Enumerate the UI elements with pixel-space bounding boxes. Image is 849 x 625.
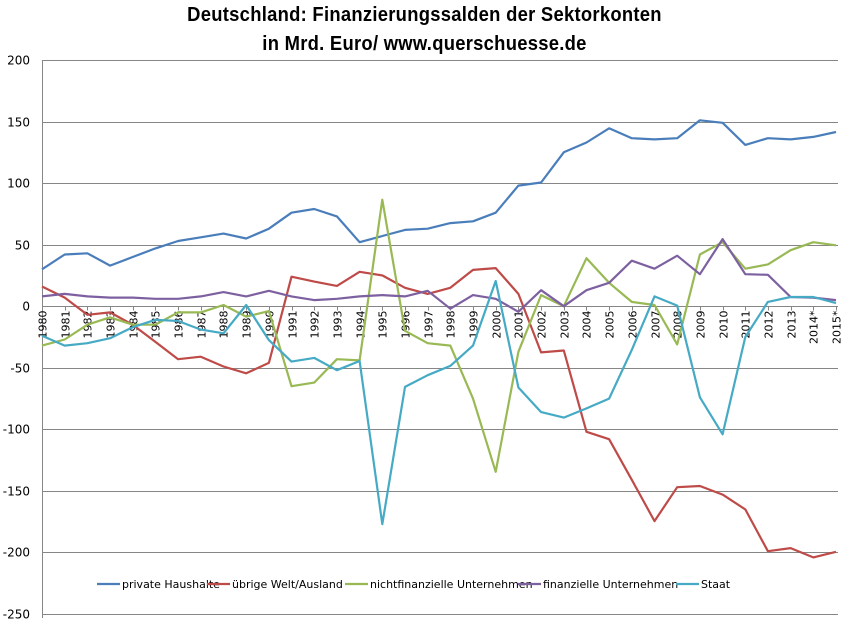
x-tick-label: 1986 [173, 311, 186, 339]
x-tick-label: 2005 [604, 311, 617, 339]
x-tick-label: 1997 [423, 311, 436, 339]
y-tick-label: -200 [3, 546, 30, 560]
legend-item: Staat [676, 578, 731, 591]
legend: private Haushalte übrige Welt/Ausland nich… [97, 578, 731, 591]
x-tick-label: 2012 [763, 311, 776, 339]
chart-subtitle: in Mrd. Euro/ www.querschuesse.de [262, 33, 587, 55]
legend-label: Staat [701, 578, 731, 591]
x-tick-label: 2000 [491, 311, 504, 339]
y-axis: 200 150 100 50 0 -50 -100 -150 -200 -250 [3, 54, 43, 622]
x-tick-label: 2006 [627, 311, 640, 339]
x-tick-label: 2009 [695, 311, 708, 339]
x-tick-label: 2014* [808, 310, 821, 344]
y-tick-label: 50 [15, 239, 30, 253]
series-line-0 [41, 119, 837, 271]
legend-label: übrige Welt/Ausland [232, 578, 343, 591]
legend-label: finanzielle Unternehmen [543, 578, 678, 591]
x-tick-label: 2007 [650, 311, 663, 339]
x-tick-label: 2002 [536, 311, 549, 339]
x-tick-label: 2001 [513, 311, 526, 339]
x-tick-label: 1981 [60, 311, 73, 339]
x-tick-label: 1999 [468, 311, 481, 339]
y-tick-label: -100 [3, 423, 30, 437]
x-tick-label: 1995 [377, 311, 390, 339]
legend-item: finanzielle Unternehmen [518, 578, 678, 591]
y-tick-label: -250 [3, 608, 30, 622]
series-line-4 [41, 279, 837, 526]
x-tick-label: 1991 [287, 311, 300, 339]
x-tick-label: 2013 [786, 311, 799, 339]
series-line-2 [41, 198, 837, 473]
x-tick-label: 1998 [445, 311, 458, 339]
y-tick-label: 150 [7, 116, 30, 130]
x-tick-label: 1990 [264, 311, 277, 339]
legend-label: nichtfinanzielle Unternehmen [370, 578, 533, 591]
x-tick-label: 1980 [37, 311, 50, 339]
x-tick-label: 1992 [309, 311, 322, 339]
legend-label: private Haushalte [122, 578, 220, 591]
x-tick-label: 1987 [196, 311, 209, 339]
x-tick-label: 1993 [332, 311, 345, 339]
y-tick-label: 100 [7, 177, 30, 191]
y-tick-label: -150 [3, 485, 30, 499]
series-line-3 [41, 238, 837, 313]
y-tick-label: 0 [22, 300, 30, 314]
gridlines [42, 60, 838, 615]
x-tick-label: 1989 [241, 311, 254, 339]
series-lines [41, 119, 837, 559]
x-tick-label: 1988 [218, 311, 231, 339]
chart-title: Deutschland: Finanzierungssalden der Sek… [187, 4, 662, 26]
legend-item: private Haushalte [97, 578, 220, 591]
legend-item: übrige Welt/Ausland [207, 578, 343, 591]
x-axis: 1980 1981 1982 1983 1984 1985 1986 1987 1988 1989… [37, 306, 844, 344]
series-line-1 [41, 267, 837, 559]
x-tick-label: 2004 [581, 311, 594, 339]
x-tick-label: 2015* [831, 310, 844, 344]
y-tick-label: -50 [10, 362, 30, 376]
x-tick-label: 2003 [559, 311, 572, 339]
y-tick-label: 200 [7, 54, 30, 68]
legend-item: nichtfinanzielle Unternehmen [345, 578, 533, 591]
x-tick-label: 2010 [718, 311, 731, 339]
